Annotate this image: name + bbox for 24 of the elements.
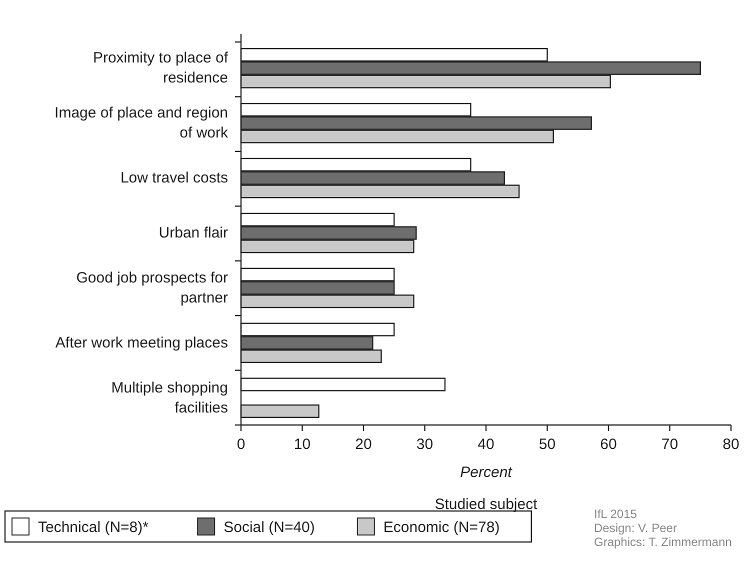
x-tick-label: 40: [478, 436, 494, 453]
x-tick-label: 50: [538, 436, 556, 453]
y-tick-label: Low travel costs: [120, 170, 228, 187]
y-tick-label: Multiple shopping facilities: [111, 379, 228, 416]
y-tick-label: Proximity to place of residence: [92, 50, 229, 87]
legend-label: Economic (N=78): [383, 519, 500, 536]
x-axis-title: Percent: [460, 464, 513, 481]
text: IfL 2015: [594, 507, 638, 521]
x-tick-label: 10: [294, 436, 311, 453]
y-tick-label: Urban flair: [158, 224, 228, 242]
x-tick-label: 80: [722, 436, 740, 453]
x-tick-label: 30: [416, 436, 434, 453]
legend-label: Technical (N=8)*: [38, 519, 149, 536]
text: Graphics: T. Zimmermann: [594, 535, 732, 549]
x-tick-label: 70: [661, 436, 678, 453]
legend-label: Social (N=40): [224, 519, 315, 536]
x-tick-label: 20: [355, 436, 372, 453]
x-tick-label: 0: [236, 436, 246, 453]
x-tick-label: 60: [600, 436, 617, 453]
y-tick-label: After work meeting places: [55, 334, 228, 352]
legend-title: Studied subject: [434, 496, 538, 513]
text: Design: V. Peer: [594, 521, 677, 535]
y-tick-label: Good job prospects for partner: [76, 269, 228, 306]
y-tick-label: Image of place and region of work: [54, 104, 228, 142]
